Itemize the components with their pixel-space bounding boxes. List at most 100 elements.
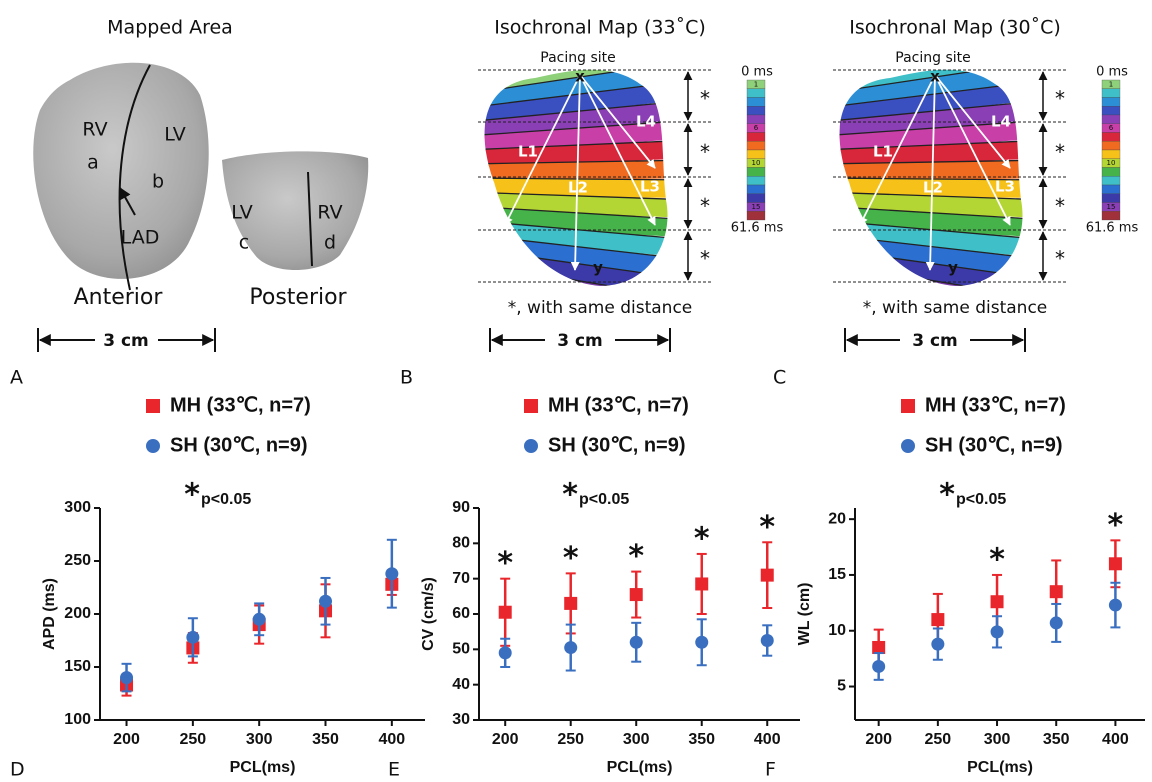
y-axis-label: WL (cm) xyxy=(796,583,813,646)
legend-marker xyxy=(901,439,915,453)
significance-text: p<0.05 xyxy=(956,491,1006,508)
line-label: L2 xyxy=(568,179,588,197)
colorbar-max: 61.6 ms xyxy=(731,221,784,236)
marker xyxy=(498,646,512,660)
marker xyxy=(629,635,643,649)
colorbar-cell xyxy=(1101,97,1121,107)
y-tick-label: 30 xyxy=(452,711,470,728)
legend-label: SH (30℃, n=9) xyxy=(170,434,308,456)
significance-text: p<0.05 xyxy=(201,491,251,508)
note: *, with same distance xyxy=(863,298,1048,318)
isochrone-band xyxy=(839,100,1023,141)
isochrone-band xyxy=(839,219,1023,258)
region-label: a xyxy=(87,152,99,174)
isochrone-band xyxy=(484,205,668,238)
panel-label: C xyxy=(773,367,786,389)
isochrone-band xyxy=(484,69,668,99)
line-label: L1 xyxy=(873,143,893,161)
conduction-line xyxy=(579,74,656,169)
colorbar-cell xyxy=(746,176,766,186)
colorbar-cell xyxy=(746,211,766,221)
y-tick-label: 20 xyxy=(828,510,846,527)
x-tick-label: 400 xyxy=(754,731,781,748)
y-tick-label: 60 xyxy=(452,605,470,622)
view-label: Posterior xyxy=(249,285,347,310)
significance-star: * xyxy=(497,546,513,581)
colorbar-min: 0 ms xyxy=(1096,65,1128,80)
marker xyxy=(1049,616,1063,630)
marker xyxy=(872,659,886,673)
x-tick-label: 300 xyxy=(984,731,1011,748)
x-tick-label: 200 xyxy=(865,731,892,748)
colorbar-tick-label: 6 xyxy=(1109,124,1114,132)
y-tick-label: 70 xyxy=(452,570,470,587)
scale-label: 3 cm xyxy=(557,331,603,351)
marker xyxy=(186,630,200,644)
panel-label: E xyxy=(388,759,400,781)
isochrone-line xyxy=(484,139,668,151)
distance-mark: * xyxy=(700,87,710,111)
isochrone-band xyxy=(839,120,1023,155)
region-label: c xyxy=(239,232,249,254)
significance-star: * xyxy=(759,510,775,545)
panel-label: F xyxy=(765,759,776,781)
marker xyxy=(990,595,1004,609)
marker xyxy=(695,577,709,591)
distance-mark: * xyxy=(1055,247,1065,271)
isochrone-line xyxy=(839,99,1023,124)
isochrone-line xyxy=(839,191,1023,201)
legend-label: MH (33℃, n=7) xyxy=(925,394,1066,416)
x-axis-label: PCL(ms) xyxy=(230,759,296,776)
conduction-line xyxy=(859,74,936,226)
conduction-line xyxy=(934,74,1011,169)
view-label: Anterior xyxy=(74,285,164,310)
y-tick-label: 50 xyxy=(452,641,470,658)
marker xyxy=(498,605,512,619)
x-tick-label: 350 xyxy=(1043,731,1070,748)
conduction-line xyxy=(570,74,581,271)
significance-star: * xyxy=(694,521,710,556)
legend-label: MH (33℃, n=7) xyxy=(170,394,311,416)
colorbar-cell xyxy=(746,97,766,107)
y-tick-label: 200 xyxy=(64,605,91,622)
colorbar-cell xyxy=(1101,211,1121,221)
isochrone-band xyxy=(484,80,668,127)
y-tick-label: 5 xyxy=(837,678,846,695)
colorbar-cell xyxy=(1101,114,1121,124)
posterior-heart xyxy=(222,151,369,270)
panel-title: Mapped Area xyxy=(107,17,233,39)
x-tick-label: 250 xyxy=(925,731,952,748)
lad-arrow xyxy=(119,186,136,216)
legend-marker xyxy=(524,399,538,413)
colorbar-cell xyxy=(1101,106,1121,116)
isochrone-line xyxy=(839,119,1023,138)
marker xyxy=(1049,585,1063,599)
legend-marker xyxy=(524,439,538,453)
distance-mark: * xyxy=(700,247,710,271)
start-label: x xyxy=(930,68,940,86)
isochrone-band xyxy=(839,205,1023,238)
colorbar-cell xyxy=(1101,193,1121,203)
legend-label: MH (33℃, n=7) xyxy=(548,394,689,416)
isochrone-band xyxy=(839,80,1023,127)
distance-mark: * xyxy=(1055,194,1065,218)
line-label: L4 xyxy=(636,113,656,131)
legend-marker xyxy=(146,439,160,453)
colorbar-cell xyxy=(746,132,766,142)
isochrone-band xyxy=(839,160,1023,183)
colorbar-tick-label: 15 xyxy=(752,203,761,211)
marker xyxy=(252,612,266,626)
y-tick-label: 150 xyxy=(64,658,91,675)
colorbar-cell xyxy=(746,88,766,98)
isochrone-line xyxy=(484,99,668,124)
isochrone-band xyxy=(484,177,668,198)
marker xyxy=(319,594,333,608)
panel-label: D xyxy=(10,759,25,781)
isochronal-panel: * * * * 1 6 10 15 0 ms 61.6 ms Isochronal Map (33˚… xyxy=(400,17,783,389)
isochrone-line xyxy=(484,119,668,138)
marker xyxy=(931,613,945,627)
marker xyxy=(120,671,134,685)
isochrone-band xyxy=(484,160,668,183)
region-label: d xyxy=(324,232,336,254)
